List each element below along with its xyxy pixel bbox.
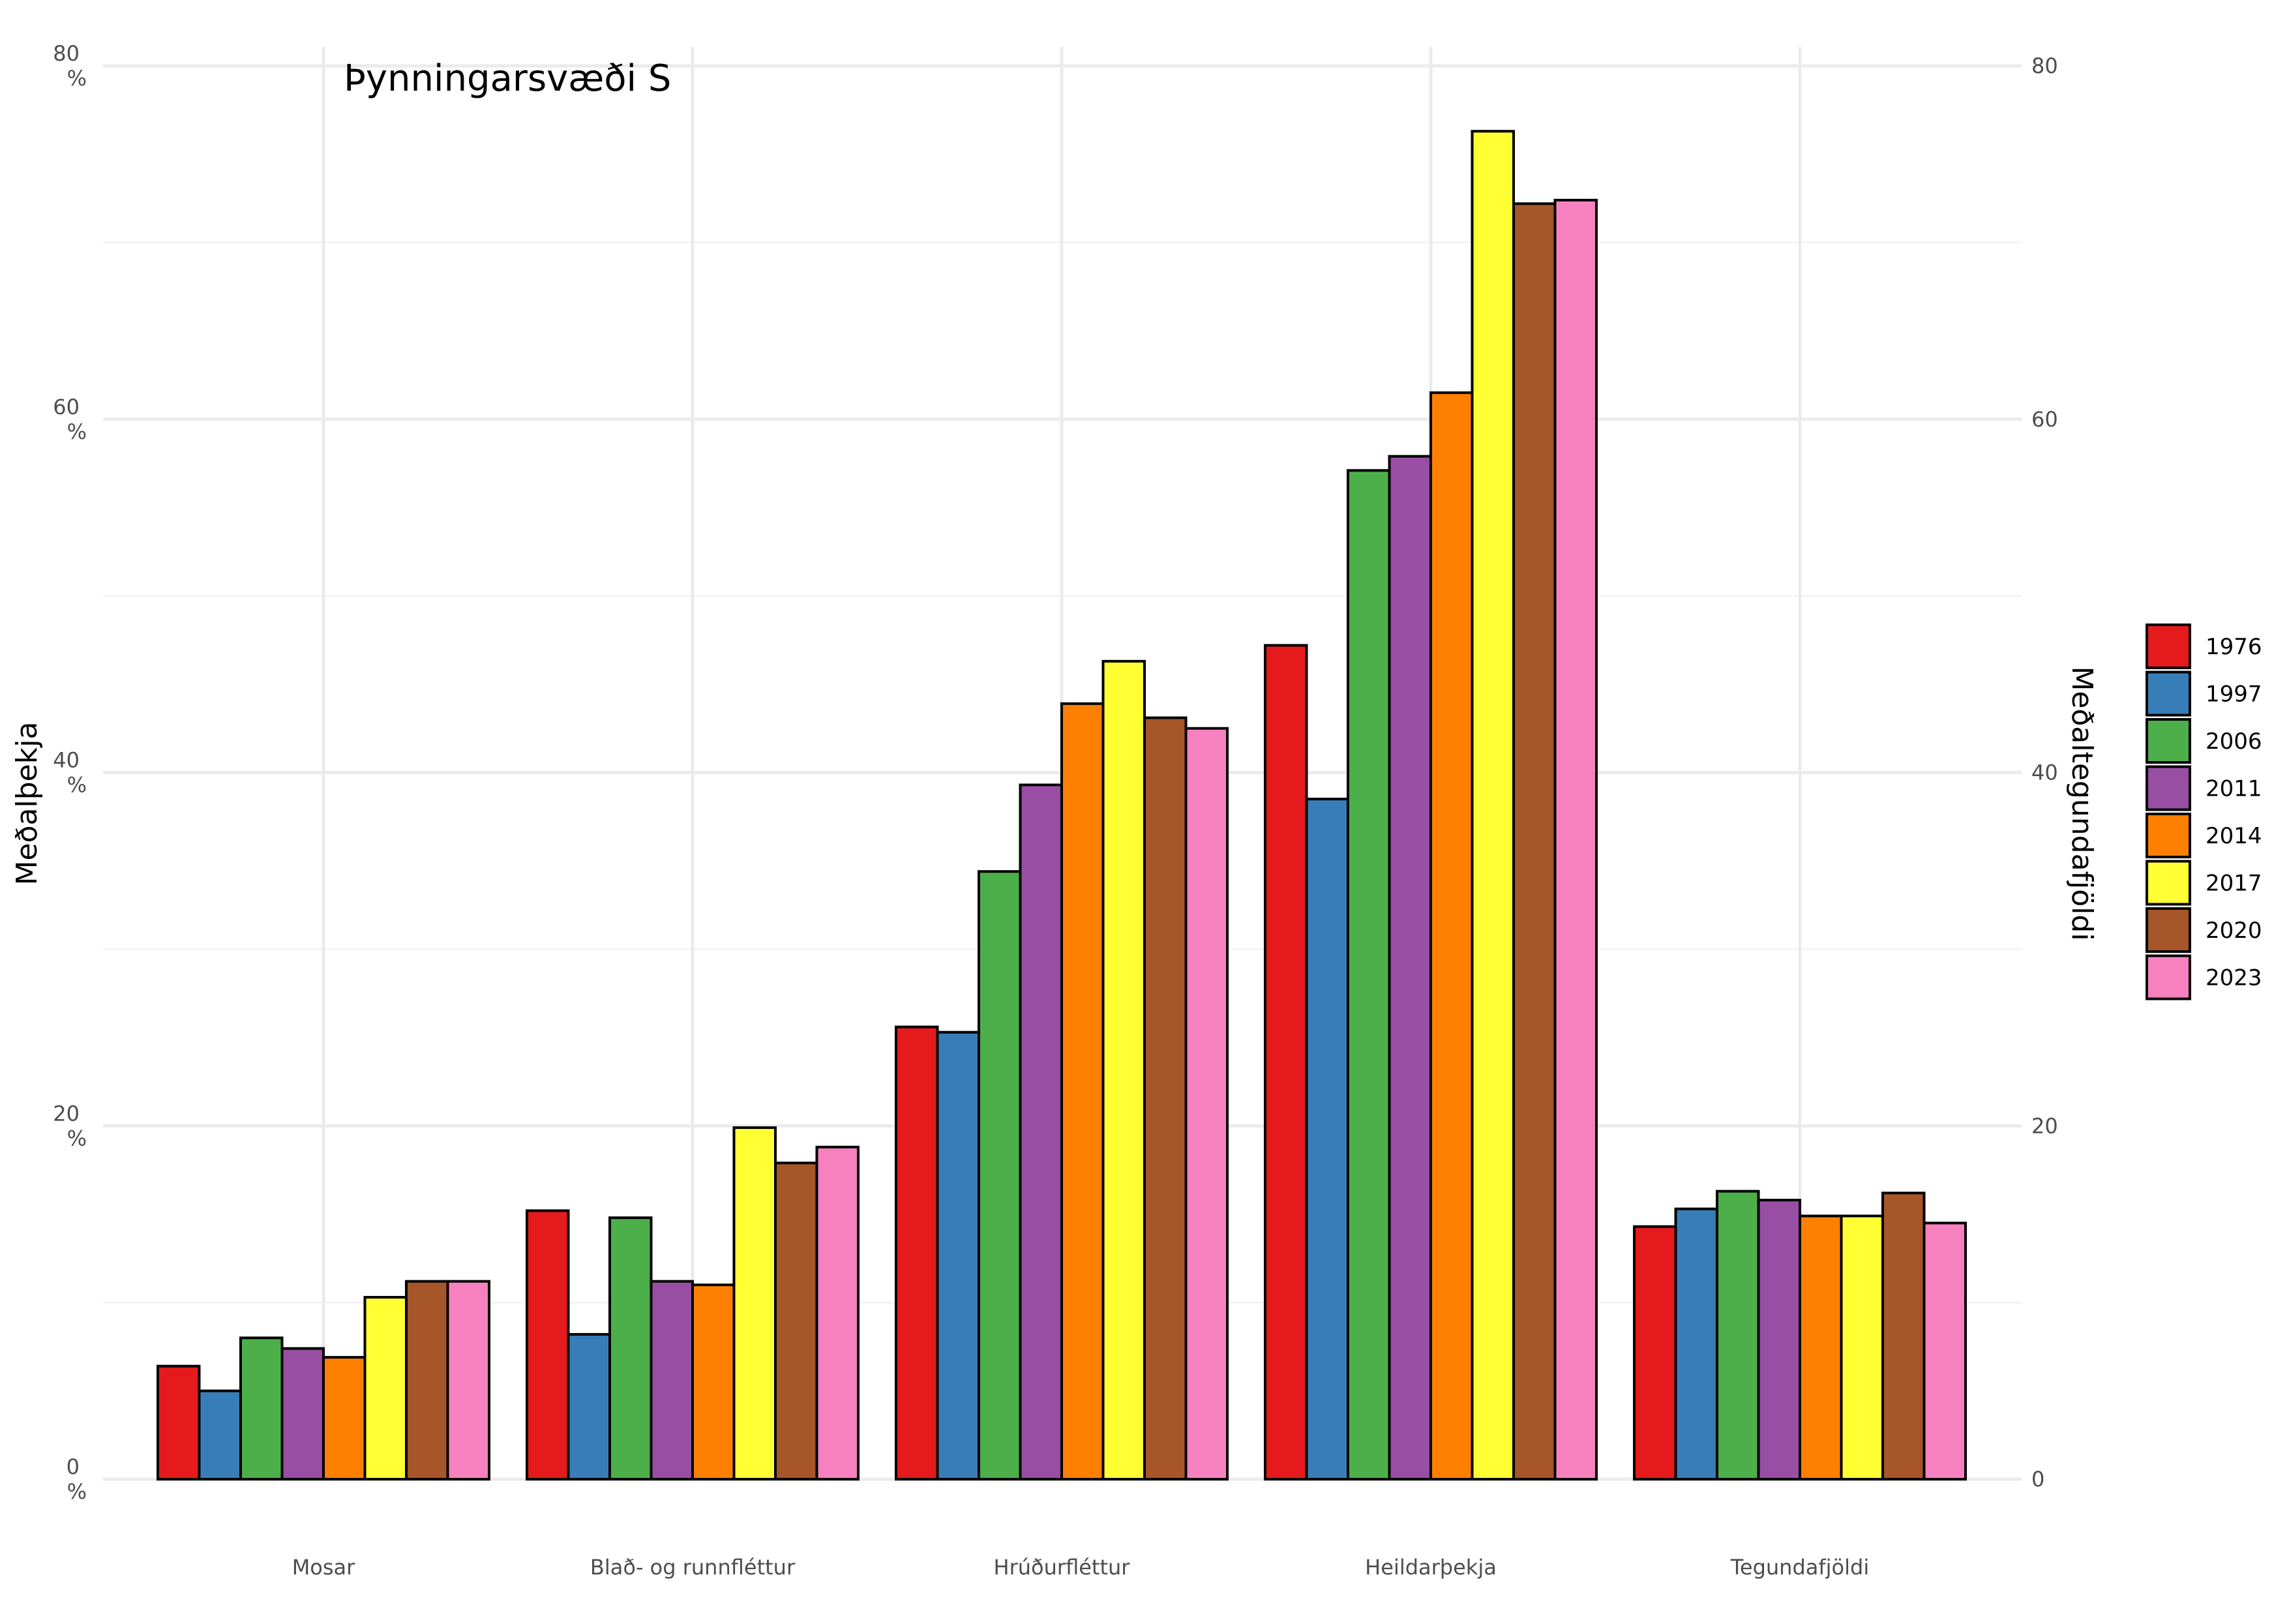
bar-2011-3 — [1388, 455, 1432, 1481]
bar-2006-3 — [1347, 469, 1391, 1481]
y-axis-title-right: Meðaltegundafjöldi — [2065, 666, 2099, 940]
bar-1976-0 — [157, 1364, 201, 1481]
x-tick-label: Blað- og runnfléttur — [590, 1555, 796, 1580]
bars — [157, 130, 1967, 1481]
bar-1997-0 — [198, 1389, 242, 1481]
bar-1976-1 — [526, 1209, 570, 1481]
y-tick-label-right: 60 — [2031, 407, 2058, 432]
bar-1976-4 — [1633, 1225, 1677, 1481]
bar-2006-1 — [608, 1216, 653, 1481]
legend-key-2020 — [2146, 907, 2191, 953]
legend-label-2006: 2006 — [2206, 729, 2262, 755]
axis-labels: Mosar Blað- og runnfléttur Hrúðurfléttur He… — [53, 41, 2057, 1580]
bar-1976-3 — [1264, 644, 1308, 1481]
bar-2011-4 — [1757, 1199, 1801, 1481]
bar-2014-3 — [1429, 391, 1474, 1481]
bar-2006-4 — [1716, 1190, 1760, 1481]
y-tick-label-left: 20% — [53, 1101, 87, 1150]
bar-2020-2 — [1143, 716, 1188, 1481]
bar-1997-3 — [1305, 798, 1349, 1481]
bar-2011-0 — [280, 1347, 325, 1481]
legend-label-2017: 2017 — [2206, 871, 2262, 897]
bar-2020-1 — [774, 1162, 818, 1481]
bar-2014-0 — [322, 1356, 367, 1481]
legend-key-2014 — [2146, 813, 2191, 858]
x-tick-label: Heildarþekja — [1365, 1555, 1497, 1580]
legend-key-1997 — [2146, 670, 2191, 717]
bar-2014-2 — [1060, 702, 1105, 1481]
bar-2006-0 — [239, 1336, 284, 1481]
y-tick-label-right: 40 — [2031, 760, 2058, 785]
y-tick-label-left: 80% — [53, 41, 87, 91]
legend-label-2011: 2011 — [2206, 776, 2262, 802]
chart-title: Þynningarsvæði S — [344, 57, 671, 100]
legend-label-1997: 1997 — [2206, 682, 2262, 708]
bar-2023-3 — [1553, 198, 1598, 1481]
y-tick-label-right: 80 — [2031, 53, 2058, 78]
bar-1997-4 — [1674, 1207, 1718, 1481]
y-tick-label-left: 40% — [53, 748, 87, 798]
legend-key-2006 — [2146, 718, 2191, 764]
x-tick-label: Tegundafjöldi — [1730, 1555, 1869, 1580]
bar-2014-1 — [691, 1284, 736, 1481]
legend-key-2011 — [2146, 765, 2191, 811]
bar-2023-0 — [446, 1280, 490, 1481]
bar-2017-1 — [732, 1126, 777, 1481]
y-tick-label-right: 20 — [2031, 1113, 2058, 1138]
bar-2011-2 — [1019, 783, 1063, 1481]
legend-key-2023 — [2146, 954, 2191, 1000]
bar-2017-0 — [363, 1295, 408, 1481]
y-tick-label-right: 0 — [2031, 1467, 2044, 1492]
legend-label-2023: 2023 — [2206, 965, 2262, 991]
legend-label-2020: 2020 — [2206, 918, 2262, 944]
bar-1997-1 — [567, 1332, 611, 1481]
legend-label-1976: 1976 — [2206, 634, 2262, 660]
bar-2006-2 — [978, 870, 1022, 1481]
bar-2014-4 — [1799, 1214, 1843, 1481]
legend-label-2014: 2014 — [2206, 823, 2262, 849]
x-tick-label: Mosar — [292, 1555, 355, 1580]
legend-key-2017 — [2146, 860, 2191, 906]
bar-2023-1 — [815, 1145, 860, 1481]
bar-1976-2 — [895, 1025, 939, 1481]
x-tick-label: Hrúðurfléttur — [994, 1555, 1131, 1580]
bar-1997-2 — [936, 1030, 980, 1481]
y-tick-label-left: 60% — [53, 395, 87, 444]
bar-2017-4 — [1840, 1214, 1884, 1481]
bar-2023-2 — [1184, 727, 1229, 1481]
bar-2023-4 — [1922, 1222, 1967, 1481]
bar-2011-1 — [650, 1280, 694, 1481]
bar-2017-3 — [1471, 130, 1515, 1481]
y-axis-title-left: Meðalþekja — [10, 722, 44, 886]
bar-2017-2 — [1101, 659, 1146, 1481]
bar-2020-3 — [1512, 202, 1557, 1481]
legend: 1976 1997 2006 2011 2014 2017 2020 2023 — [2146, 624, 2262, 1000]
bar-2020-0 — [405, 1280, 449, 1481]
legend-key-1976 — [2146, 624, 2191, 669]
y-tick-label-left: 0% — [67, 1454, 87, 1504]
bar-2020-4 — [1881, 1192, 1926, 1481]
